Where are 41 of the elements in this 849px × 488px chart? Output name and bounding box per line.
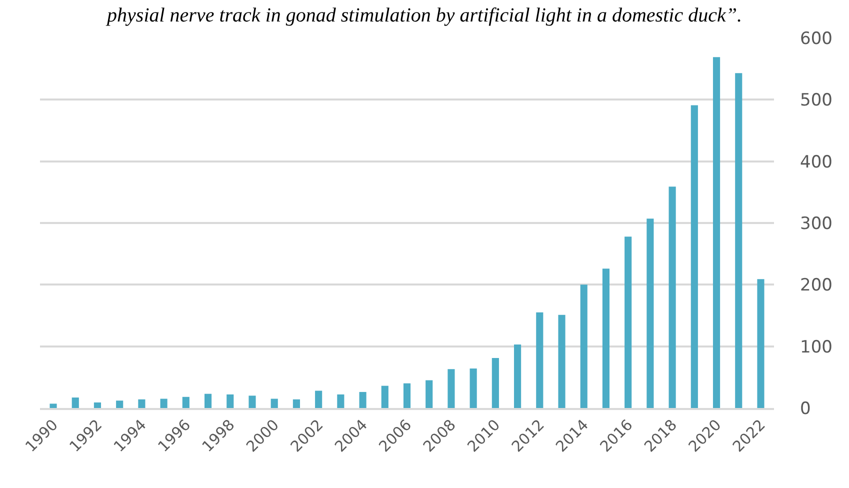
y-tick-label: 200: [800, 276, 832, 296]
y-tick-label: 400: [800, 152, 832, 172]
bar: [712, 57, 720, 408]
bar: [448, 369, 455, 408]
bar: [403, 383, 411, 408]
bar: [248, 396, 256, 408]
y-tick-label: 500: [800, 90, 832, 111]
bar: [757, 279, 764, 408]
bar: [116, 400, 124, 408]
y-tick-label: 100: [800, 337, 832, 358]
bar: [292, 399, 300, 408]
bar: [204, 394, 212, 408]
bar: [580, 284, 588, 408]
y-tick-label: 300: [800, 214, 832, 234]
bar: [558, 314, 566, 408]
bar: [270, 398, 278, 408]
bar: [182, 396, 190, 408]
bar: [72, 398, 79, 408]
y-tick-label: 0: [800, 398, 811, 419]
bar: [536, 312, 544, 408]
bar: [226, 394, 234, 408]
bar: [668, 186, 676, 408]
bar: [426, 380, 433, 408]
bar: [359, 392, 366, 408]
bar: [94, 402, 102, 408]
chart-title: physial nerve track in gonad stimulation by artificial light in a domestic duck”.: [105, 4, 742, 26]
bar: [492, 358, 499, 408]
y-tick-label: 600: [800, 28, 832, 49]
bar: [602, 268, 610, 408]
bar: [50, 404, 57, 408]
bar: [514, 344, 522, 408]
bar: [690, 105, 698, 408]
bar: [337, 394, 344, 408]
bar: [735, 73, 742, 408]
bar: [160, 398, 168, 408]
bar: [315, 390, 322, 408]
bar: [381, 386, 388, 408]
bar: [646, 218, 654, 408]
bar: [624, 236, 632, 408]
bar: [470, 368, 477, 408]
bar: [138, 399, 146, 408]
